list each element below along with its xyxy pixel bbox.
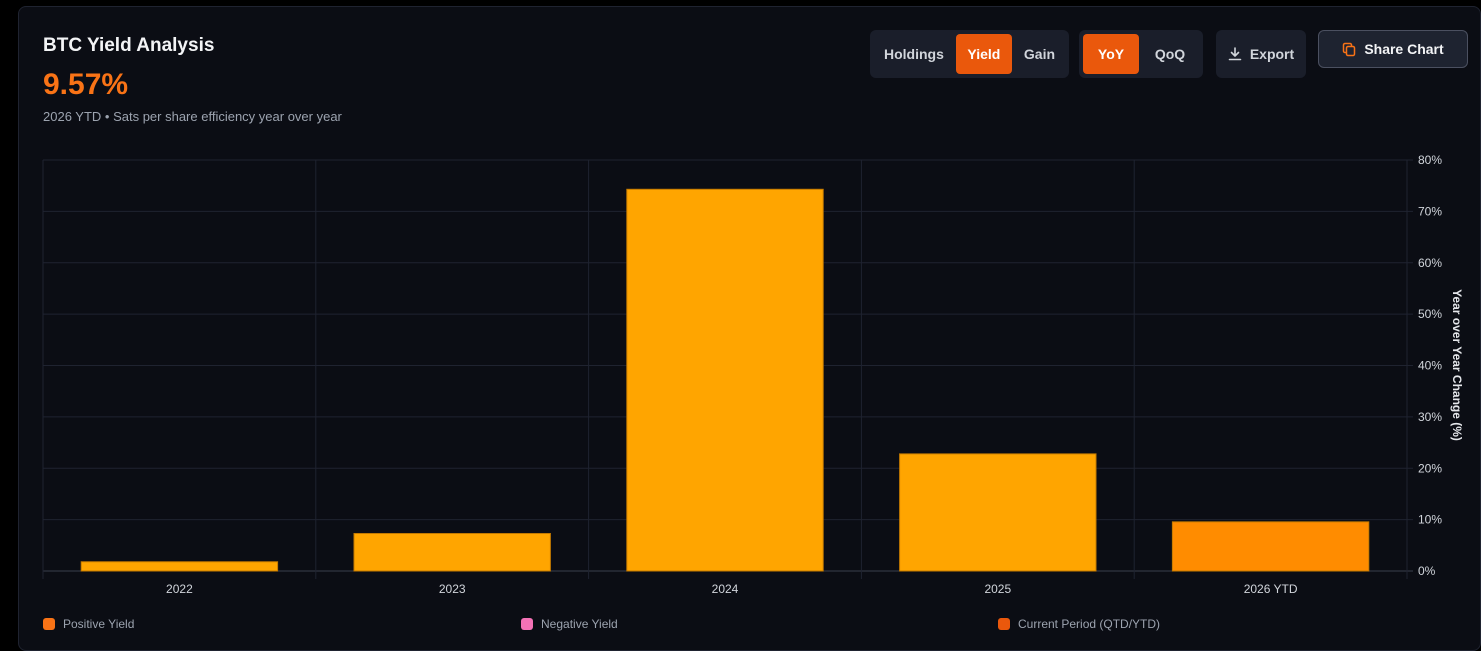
- export-label: Export: [1249, 46, 1295, 62]
- x-tick-label: 2025: [984, 582, 1011, 596]
- export-button[interactable]: Export: [1216, 30, 1306, 78]
- y-axis-labels: 0% 10% 20% 30% 40% 50% 60% 70% 80%: [1418, 153, 1442, 578]
- bar-2025[interactable]: [899, 453, 1097, 572]
- bar-2024[interactable]: [626, 188, 824, 572]
- legend-negative-yield[interactable]: Negative Yield: [521, 617, 618, 631]
- y-tick-label: 60%: [1418, 256, 1442, 270]
- y-tick-label: 10%: [1418, 513, 1442, 527]
- copy-icon: [1343, 42, 1356, 56]
- tab-yoy[interactable]: YoY: [1083, 34, 1139, 74]
- x-axis-labels: 2022 2023 2024 2025 2026 YTD: [166, 582, 1298, 596]
- y-tick-label: 30%: [1418, 410, 1442, 424]
- y-tick-label: 80%: [1418, 153, 1442, 167]
- tab-yield[interactable]: Yield: [955, 34, 1012, 74]
- legend-positive-yield[interactable]: Positive Yield: [43, 617, 134, 631]
- y-tick-label: 20%: [1418, 461, 1442, 475]
- metric-toggle: Holdings Yield Gain: [870, 30, 1070, 78]
- period-toggle: YoY QoQ: [1079, 30, 1203, 78]
- chart-title: BTC Yield Analysis: [43, 35, 215, 56]
- y-tick-label: 40%: [1418, 359, 1442, 373]
- y-tick-label: 0%: [1418, 564, 1436, 578]
- legend-current-period[interactable]: Current Period (QTD/YTD): [998, 617, 1160, 631]
- y-tick-label: 70%: [1418, 204, 1442, 218]
- x-tick-label: 2024: [712, 582, 739, 596]
- x-tick-label: 2023: [439, 582, 466, 596]
- share-chart-label: Share Chart: [1364, 41, 1444, 57]
- y-tick-label: 50%: [1418, 307, 1442, 321]
- download-icon: [1228, 47, 1242, 61]
- tab-qoq[interactable]: QoQ: [1154, 46, 1186, 62]
- y-axis-title: Year over Year Change (%): [1450, 289, 1464, 441]
- chart-subtitle: 2026 YTD • Sats per share efficiency yea…: [43, 109, 342, 124]
- bar-2023[interactable]: [353, 532, 551, 572]
- bar-2022[interactable]: [80, 561, 279, 572]
- x-tick-label: 2026 YTD: [1244, 582, 1298, 596]
- current-yield-value: 9.57%: [43, 68, 129, 101]
- legend-label: Positive Yield: [63, 617, 135, 631]
- tab-gain[interactable]: Gain: [1023, 46, 1056, 62]
- legend-label: Negative Yield: [541, 617, 618, 631]
- x-tick-label: 2022: [166, 582, 193, 596]
- legend-swatch: [521, 618, 533, 630]
- legend-swatch: [43, 618, 55, 630]
- share-chart-button[interactable]: Share Chart: [1318, 30, 1468, 68]
- legend-label: Current Period (QTD/YTD): [1018, 617, 1161, 631]
- tab-holdings[interactable]: Holdings: [884, 46, 944, 62]
- chart-bars: [80, 188, 1370, 572]
- legend-swatch: [998, 618, 1010, 630]
- bar-2026-ytd[interactable]: [1171, 521, 1370, 572]
